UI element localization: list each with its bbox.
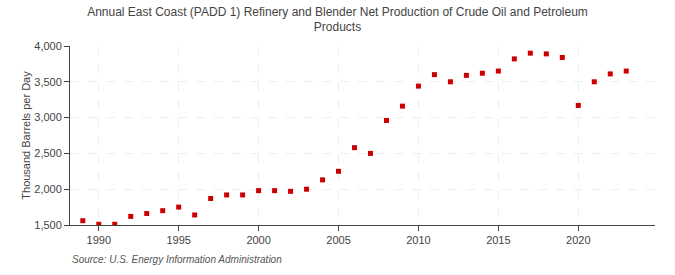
svg-text:3,000: 3,000 [34, 111, 62, 123]
svg-text:2000: 2000 [246, 234, 270, 246]
svg-text:Annual East Coast (PADD 1) Ref: Annual East Coast (PADD 1) Refinery and … [87, 5, 588, 35]
svg-text:1,500: 1,500 [34, 219, 62, 231]
svg-text:2020: 2020 [566, 234, 590, 246]
svg-text:4,000: 4,000 [34, 40, 62, 52]
svg-text:1995: 1995 [166, 234, 190, 246]
svg-text:Source: U.S. Energy Informatio: Source: U.S. Energy Information Administ… [72, 254, 282, 265]
svg-text:2015: 2015 [486, 234, 510, 246]
svg-text:2,500: 2,500 [34, 147, 62, 159]
svg-text:2,000: 2,000 [34, 183, 62, 195]
svg-text:1990: 1990 [87, 234, 111, 246]
svg-text:2005: 2005 [326, 234, 350, 246]
svg-text:Thousand Barrels per Day: Thousand Barrels per Day [20, 71, 32, 200]
svg-text:3,500: 3,500 [34, 76, 62, 88]
svg-text:2010: 2010 [406, 234, 430, 246]
